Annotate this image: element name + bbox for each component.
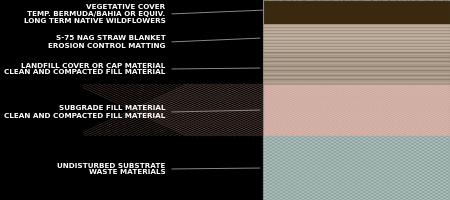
Bar [263, 0, 450, 200]
Bar [263, 136, 450, 200]
Text: S-75 NAG STRAW BLANKET
EROSION CONTROL MATTING: S-75 NAG STRAW BLANKET EROSION CONTROL M… [48, 36, 166, 48]
Bar [263, 84, 450, 136]
Bar [263, 0, 450, 24]
Bar [263, 52, 450, 84]
Text: LANDFILL COVER OR CAP MATERIAL
CLEAN AND COMPACTED FILL MATERIAL: LANDFILL COVER OR CAP MATERIAL CLEAN AND… [4, 62, 166, 75]
Text: SUBGRADE FILL MATERIAL
CLEAN AND COMPACTED FILL MATERIAL: SUBGRADE FILL MATERIAL CLEAN AND COMPACT… [4, 106, 166, 118]
Text: VEGETATIVE COVER
TEMP. BERMUDA/BAHIA OR EQUIV.
LONG TERM NATIVE WILDFLOWERS: VEGETATIVE COVER TEMP. BERMUDA/BAHIA OR … [23, 4, 166, 24]
Bar [263, 24, 450, 52]
Text: UNDISTURBED SUBSTRATE
WASTE MATERIALS: UNDISTURBED SUBSTRATE WASTE MATERIALS [57, 162, 166, 176]
